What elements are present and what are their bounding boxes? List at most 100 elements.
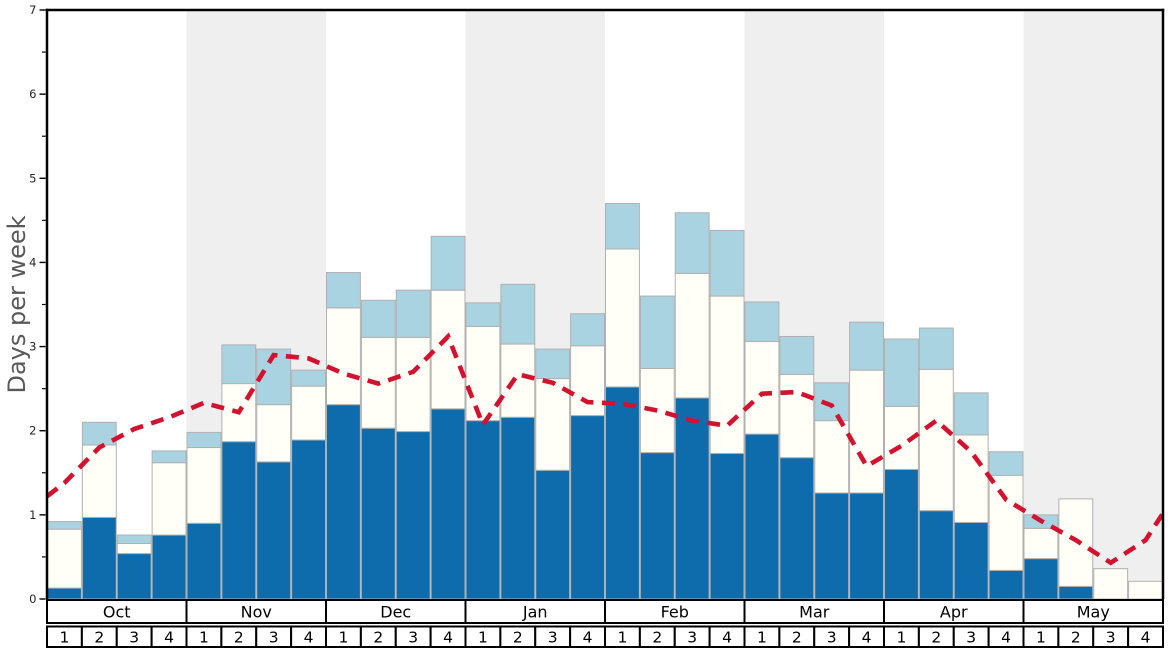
week-label-mar-3: 3 <box>827 629 837 647</box>
week-label-apr-4: 4 <box>1001 629 1011 647</box>
bar-may-w1-dark-blue-segment <box>1023 558 1059 600</box>
bar-nov-w2-light-blue-segment <box>221 344 257 385</box>
bar-jan-w1-white-segment <box>465 325 501 422</box>
bar-jan-w3-light-blue-segment <box>535 348 571 380</box>
month-label-oct: Oct <box>103 603 131 622</box>
week-label-jan-4: 4 <box>583 629 593 647</box>
bar-jan-w2-dark-blue-segment <box>500 416 536 600</box>
bar-oct-w1-dark-blue-segment <box>47 587 82 600</box>
bar-mar-w3-white-segment <box>814 420 850 494</box>
month-label-feb: Feb <box>661 603 689 622</box>
bar-oct-w1-white-segment <box>47 528 82 589</box>
bar-jan-w4-white-segment <box>570 345 605 417</box>
bar-apr-w4-light-blue-segment <box>988 451 1024 476</box>
y-tick-label-1: 1 <box>29 508 36 522</box>
week-label-apr-3: 3 <box>966 629 976 647</box>
month-label-may: May <box>1077 603 1110 622</box>
week-label-apr-1: 1 <box>897 629 907 647</box>
month-label-apr: Apr <box>940 603 968 622</box>
bar-jan-w3-white-segment <box>535 378 571 471</box>
bar-dec-w4-white-segment <box>430 289 466 410</box>
bar-jan-w4-dark-blue-segment <box>570 415 605 600</box>
bar-mar-w4-white-segment <box>849 369 884 494</box>
week-label-oct-3: 3 <box>129 629 139 647</box>
y-axis-label: Days per week <box>3 215 31 393</box>
bar-dec-w1-white-segment <box>326 307 361 406</box>
bar-mar-w4-light-blue-segment <box>849 321 884 371</box>
bar-apr-w2-dark-blue-segment <box>918 510 954 600</box>
week-label-oct-2: 2 <box>94 629 104 647</box>
week-label-feb-2: 2 <box>652 629 662 647</box>
week-label-nov-1: 1 <box>199 629 209 647</box>
bar-jan-w2-white-segment <box>500 343 536 418</box>
bar-nov-w3-white-segment <box>256 404 292 463</box>
bar-nov-w3-dark-blue-segment <box>256 461 292 600</box>
bar-dec-w3-dark-blue-segment <box>395 431 431 600</box>
week-label-mar-1: 1 <box>757 629 767 647</box>
week-cell-may-4 <box>1127 625 1164 648</box>
week-label-may-4: 4 <box>1141 629 1151 647</box>
bar-oct-w2-light-blue-segment <box>81 421 117 446</box>
bar-jan-w1-dark-blue-segment <box>465 420 501 600</box>
bar-apr-w3-dark-blue-segment <box>953 521 989 600</box>
bar-dec-w3-white-segment <box>395 336 431 433</box>
bar-mar-w4-dark-blue-segment <box>849 492 884 600</box>
bar-oct-w3-white-segment <box>116 542 152 555</box>
y-tick-label-0: 0 <box>29 592 36 606</box>
bar-dec-w4-light-blue-segment <box>430 235 466 291</box>
bar-apr-w3-white-segment <box>953 434 989 523</box>
week-label-nov-4: 4 <box>304 629 314 647</box>
bar-oct-w3-dark-blue-segment <box>116 553 152 600</box>
y-tick-label-7: 7 <box>29 3 36 17</box>
bar-nov-w1-white-segment <box>186 447 222 524</box>
month-label-nov: Nov <box>241 603 272 622</box>
bar-dec-w3-light-blue-segment <box>395 289 431 338</box>
bar-apr-w1-dark-blue-segment <box>884 468 919 600</box>
week-label-dec-4: 4 <box>443 629 453 647</box>
bar-oct-w1-light-blue-segment <box>47 521 82 530</box>
bar-may-w2-dark-blue-segment <box>1058 585 1094 600</box>
week-label-feb-3: 3 <box>687 629 697 647</box>
bar-feb-w2-dark-blue-segment <box>639 452 675 600</box>
week-label-jan-2: 2 <box>513 629 523 647</box>
bar-apr-w4-white-segment <box>988 474 1024 571</box>
bar-mar-w2-dark-blue-segment <box>779 457 815 600</box>
week-label-mar-4: 4 <box>862 629 872 647</box>
bar-feb-w4-white-segment <box>709 295 745 454</box>
bar-feb-w1-light-blue-segment <box>605 203 640 250</box>
y-tick-label-3: 3 <box>29 340 36 354</box>
bar-oct-w3-light-blue-segment <box>116 534 152 544</box>
week-label-oct-4: 4 <box>164 629 174 647</box>
bar-feb-w3-light-blue-segment <box>674 212 710 274</box>
month-label-jan: Jan <box>522 603 548 622</box>
bar-dec-w1-light-blue-segment <box>326 272 361 309</box>
bar-nov-w1-dark-blue-segment <box>186 522 222 600</box>
week-label-mar-2: 2 <box>792 629 802 647</box>
bar-feb-w1-dark-blue-segment <box>605 386 640 600</box>
bar-oct-w4-light-blue-segment <box>151 450 187 464</box>
bar-oct-w2-dark-blue-segment <box>81 516 117 600</box>
bar-dec-w4-dark-blue-segment <box>430 408 466 600</box>
bar-apr-w2-white-segment <box>918 368 954 512</box>
bar-mar-w1-dark-blue-segment <box>744 433 780 600</box>
week-label-jan-1: 1 <box>478 629 488 647</box>
week-label-nov-3: 3 <box>269 629 279 647</box>
week-label-dec-2: 2 <box>373 629 383 647</box>
bar-feb-w3-white-segment <box>674 272 710 399</box>
bar-nov-w4-dark-blue-segment <box>291 439 326 600</box>
week-label-may-3: 3 <box>1106 629 1116 647</box>
bar-oct-w4-white-segment <box>151 462 187 536</box>
bar-dec-w1-dark-blue-segment <box>326 404 361 600</box>
bar-feb-w1-white-segment <box>605 248 640 388</box>
week-label-nov-2: 2 <box>234 629 244 647</box>
week-label-may-1: 1 <box>1036 629 1046 647</box>
y-tick-label-5: 5 <box>29 171 36 185</box>
week-label-dec-3: 3 <box>408 629 418 647</box>
week-label-may-2: 2 <box>1071 629 1081 647</box>
bar-mar-w2-white-segment <box>779 373 815 459</box>
week-label-apr-2: 2 <box>931 629 941 647</box>
bar-mar-w1-white-segment <box>744 341 780 435</box>
bar-jan-w4-light-blue-segment <box>570 313 605 347</box>
